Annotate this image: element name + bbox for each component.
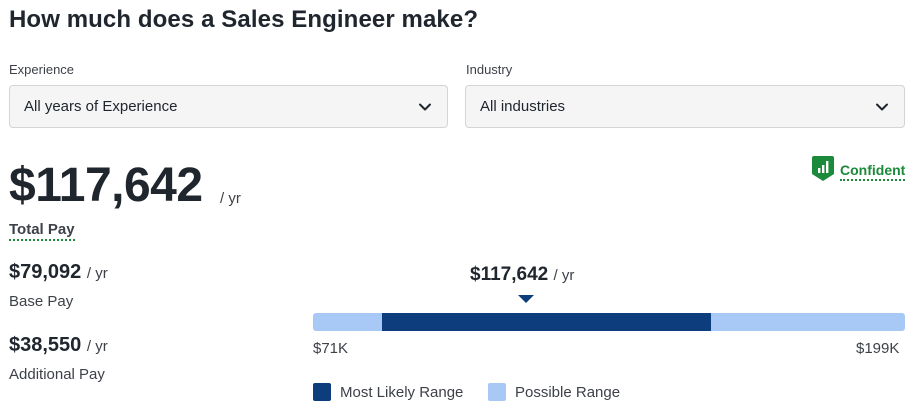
additional-pay-value: $38,550 (9, 334, 82, 356)
confidence-badge[interactable]: Confident (811, 155, 906, 182)
legend-swatch-possible (488, 383, 506, 401)
possible-range-bar (313, 313, 905, 331)
experience-label: Experience (9, 62, 75, 77)
base-pay-label: Base Pay (9, 293, 74, 310)
chevron-down-icon (419, 103, 431, 110)
total-pay-unit: / yr (220, 190, 241, 207)
total-pay-label[interactable]: Total Pay (9, 221, 75, 241)
legend-possible: Possible Range (488, 383, 620, 401)
base-pay-unit: / yr (86, 265, 108, 282)
confidence-label: Confident (840, 162, 906, 181)
median-marker-icon (518, 295, 534, 303)
industry-select[interactable]: All industries (465, 85, 905, 128)
legend-most-likely: Most Likely Range (313, 383, 463, 401)
industry-select-value: All industries (480, 98, 566, 115)
total-pay-amount: $117,642 (9, 159, 203, 212)
range-min-label: $71K (313, 340, 349, 357)
median-pay-unit: / yr (553, 267, 575, 284)
bar-chart-badge-icon (812, 156, 834, 181)
base-pay-amount: $79,092 / yr (9, 261, 108, 284)
chevron-down-icon (876, 103, 888, 110)
legend-label-likely: Most Likely Range (340, 383, 464, 401)
most-likely-range-bar (382, 313, 711, 331)
range-max-label: $199K (856, 340, 900, 357)
industry-label: Industry (466, 62, 513, 77)
experience-select-value: All years of Experience (24, 98, 178, 115)
experience-select[interactable]: All years of Experience (9, 85, 448, 128)
page-title: How much does a Sales Engineer make? (9, 6, 479, 33)
median-pay-label: $117,642 / yr (470, 264, 574, 286)
median-pay-value: $117,642 (470, 264, 549, 285)
base-pay-value: $79,092 (9, 261, 82, 283)
additional-pay-label: Additional Pay (9, 366, 105, 383)
additional-pay-unit: / yr (86, 338, 108, 355)
legend-label-possible: Possible Range (515, 383, 621, 401)
legend-swatch-likely (313, 383, 331, 401)
additional-pay-amount: $38,550 / yr (9, 334, 108, 357)
